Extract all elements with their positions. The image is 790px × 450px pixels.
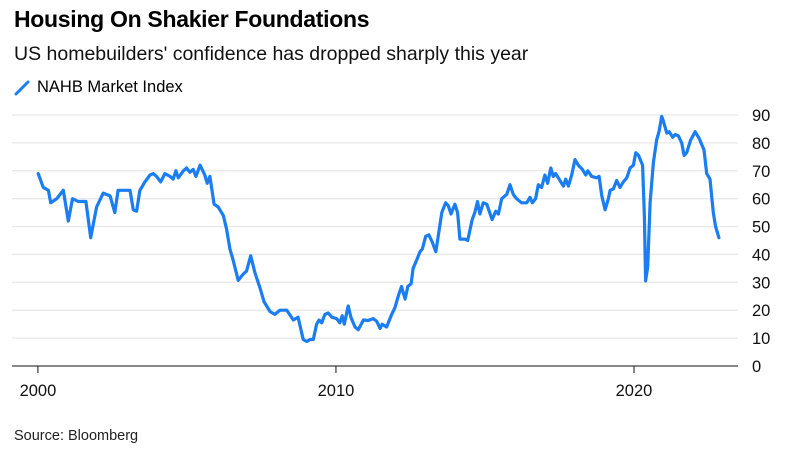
x-axis: 2000 2010 2020 bbox=[12, 365, 738, 400]
legend: NAHB Market Index bbox=[14, 78, 183, 97]
series-layer bbox=[36, 114, 721, 344]
y-tick-label: 80 bbox=[752, 135, 770, 153]
x-tick-label: 2000 bbox=[20, 382, 57, 400]
y-tick-label: 0 bbox=[752, 358, 761, 376]
y-tick-label: 20 bbox=[752, 302, 770, 320]
gridlines bbox=[12, 114, 738, 339]
legend-line-icon bbox=[14, 80, 30, 95]
y-axis: 0 10 20 30 40 50 60 70 80 90 bbox=[752, 107, 770, 376]
y-tick-label: 60 bbox=[752, 191, 770, 209]
x-tick-label: 2020 bbox=[616, 382, 653, 400]
y-tick-label: 30 bbox=[752, 274, 770, 292]
y-tick-label: 10 bbox=[752, 330, 770, 348]
y-tick-label: 70 bbox=[752, 163, 770, 181]
source-note: Source: Bloomberg bbox=[14, 428, 139, 444]
legend-label: NAHB Market Index bbox=[37, 78, 183, 96]
chart-subtitle: US homebuilders' confidence has dropped … bbox=[14, 43, 529, 65]
series-line-nahb-market-index bbox=[36, 114, 721, 344]
y-tick-label: 50 bbox=[752, 219, 770, 237]
x-tick-label: 2010 bbox=[318, 382, 355, 400]
y-tick-label: 90 bbox=[752, 107, 770, 125]
chart-title: Housing On Shakier Foundations bbox=[14, 6, 370, 32]
y-tick-label: 40 bbox=[752, 246, 770, 264]
